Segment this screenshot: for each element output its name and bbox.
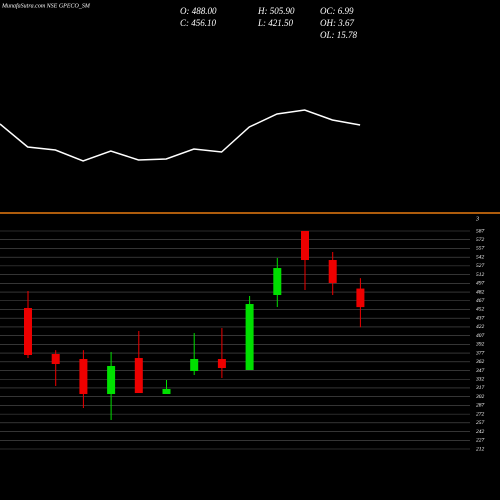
candle-body [79,359,88,395]
line [0,109,361,162]
candle-body [217,359,226,369]
candle-body [134,358,143,394]
y-tick-label: 362 [475,359,485,365]
y-tick-label: 437 [476,314,485,321]
stat: O: 488.00 [180,6,217,16]
y-tick-label: 377 [475,350,485,356]
y-tick-label: 407 [476,332,485,339]
candle-body [162,389,171,395]
y-tick-label: 467 [476,297,485,304]
stat: H: 505.90 [257,6,295,16]
candle-body [24,308,32,355]
candle-body [245,304,254,370]
y-tick-label: 287 [476,403,485,409]
chart-title: MunafaSutra.com NSE GPECO_SM [1,2,91,9]
candle-body [356,288,365,308]
corner-label: 3 [475,216,479,222]
candle-body [301,231,309,261]
y-tick-label: 542 [476,253,485,260]
candle-body [328,260,337,283]
y-tick-label: 347 [475,367,485,374]
candle-body [273,268,282,296]
y-tick-label: 227 [476,438,485,444]
y-tick-label: 422 [476,323,485,330]
y-tick-label: 572 [476,237,485,243]
y-tick-label: 557 [476,246,485,252]
candle-body [107,365,116,395]
stat: C: 456.10 [180,18,217,28]
stat: OH: 3.67 [320,18,354,28]
y-tick-label: 587 [476,228,485,234]
y-tick-label: 392 [475,342,485,348]
y-tick-label: 332 [475,377,485,383]
stat: L: 421.50 [257,18,294,28]
y-tick-label: 527 [476,263,485,269]
y-tick-label: 482 [476,288,485,295]
candle-body [190,359,199,371]
y-tick-label: 452 [476,306,485,313]
y-tick-label: 497 [476,280,485,287]
y-tick-label: 212 [476,446,485,452]
candle-body [51,354,60,365]
y-tick-label: 512 [476,272,485,278]
y-tick-label: 302 [475,394,485,400]
stat: OL: 15.78 [320,30,358,40]
y-tick-label: 317 [475,385,485,391]
y-tick-label: 242 [476,428,485,435]
y-tick-label: 257 [476,420,485,426]
y-tick-label: 272 [476,411,485,417]
stat: OC: 6.99 [320,6,354,16]
